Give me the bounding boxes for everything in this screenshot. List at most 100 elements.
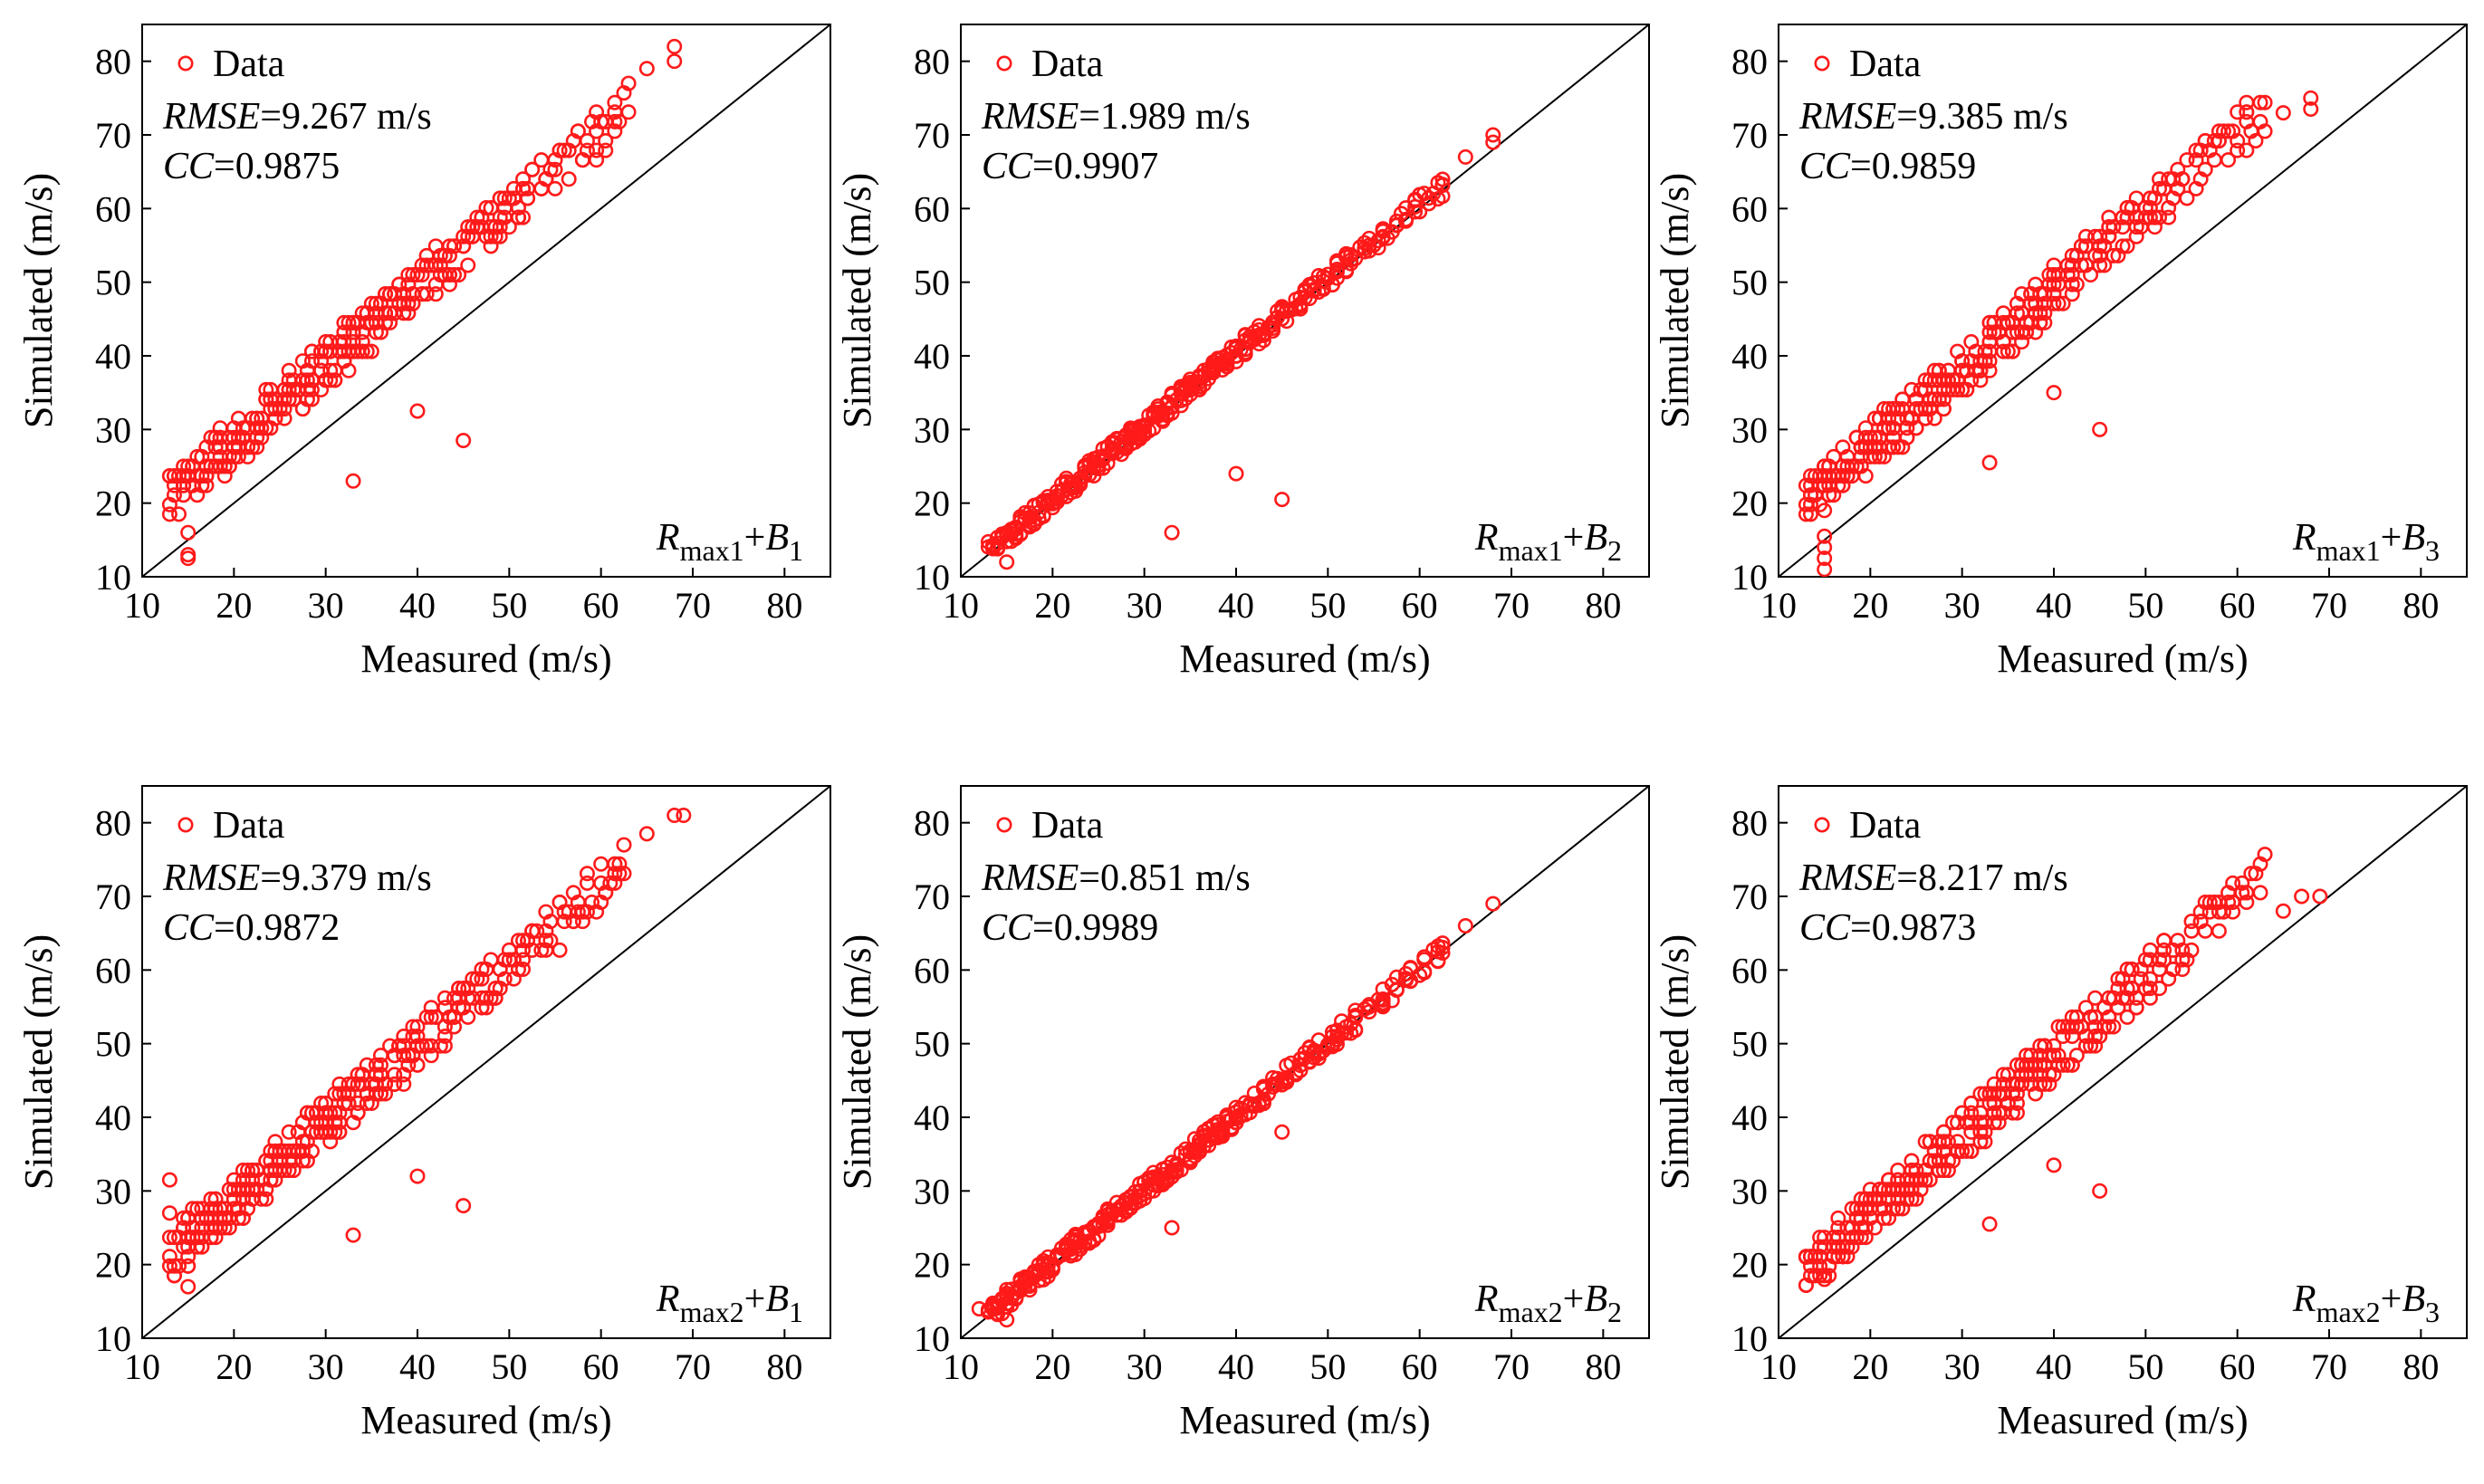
x-tick-label: 70 (675, 585, 711, 626)
x-tick-label: 80 (1585, 585, 1621, 626)
x-tick-label: 20 (1852, 585, 1888, 626)
x-tick-label: 20 (216, 585, 252, 626)
data-point (589, 904, 605, 920)
data-point (2188, 152, 2204, 168)
data-point (2092, 257, 2108, 273)
data-point (1137, 1191, 1153, 1207)
y-tick-label: 50 (95, 263, 131, 303)
data-point (1844, 1239, 1860, 1255)
data-point (598, 142, 614, 158)
data-point (1981, 1216, 1998, 1232)
data-point (2252, 94, 2268, 110)
x-axis-label: Measured (m/s) (1179, 1398, 1430, 1442)
plot-frame (1778, 785, 2468, 1339)
data-point (230, 448, 246, 464)
y-tick-label: 60 (914, 950, 950, 991)
legend-label: Data (213, 43, 285, 85)
data-point (212, 1220, 228, 1236)
data-point (378, 286, 394, 302)
data-point (1164, 405, 1180, 421)
data-point (2275, 903, 2291, 919)
data-point (1357, 1001, 1373, 1018)
data-point (2257, 847, 2273, 863)
data-point (2152, 981, 2168, 997)
data-point (2179, 152, 2195, 168)
data-point (2165, 962, 2182, 978)
data-point (1246, 1096, 1262, 1113)
data-point (2110, 1000, 2126, 1016)
data-point (538, 923, 554, 939)
stat-cc: CC=0.9872 (163, 907, 340, 949)
data-point (2068, 276, 2085, 292)
data-point (579, 866, 595, 882)
data-point (510, 209, 526, 225)
data-point (1274, 311, 1290, 327)
data-point (1117, 438, 1134, 455)
data-point (638, 826, 655, 842)
data-point (2201, 895, 2218, 911)
reference-line-1to1 (1779, 24, 2467, 577)
x-tick-label: 80 (766, 1346, 802, 1387)
data-point (2009, 1105, 2025, 1121)
data-point (2101, 1009, 2117, 1025)
reference-line-1to1 (142, 24, 830, 577)
data-point (2230, 142, 2246, 158)
data-point (414, 1038, 430, 1054)
stat-value: =9.385 m/s (1896, 96, 2067, 138)
stat-value: =9.267 m/s (260, 96, 431, 138)
legend-label: Data (1031, 43, 1104, 85)
data-point (2133, 971, 2149, 987)
data-point (2092, 421, 2108, 437)
data-point (2046, 385, 2062, 401)
data-point (1434, 935, 1451, 952)
data-point (254, 1191, 270, 1207)
data-point (2000, 343, 2016, 359)
data-point (1954, 381, 1971, 397)
x-tick-label: 50 (1309, 1346, 1346, 1387)
data-point (2046, 1157, 2062, 1173)
data-point (1210, 1127, 1226, 1144)
data-point (589, 152, 605, 168)
x-axis-label: Measured (m/s) (360, 637, 611, 681)
y-tick-label: 50 (914, 263, 950, 303)
data-point (474, 1000, 490, 1016)
data-point (180, 458, 197, 474)
data-point (2119, 238, 2135, 254)
data-point (2009, 305, 2025, 321)
data-point (171, 506, 187, 522)
x-tick-label: 70 (1493, 585, 1530, 626)
stat-name: RMSE (1798, 96, 1896, 138)
data-point (515, 209, 532, 225)
data-point (579, 133, 595, 149)
x-tick-label: 30 (1944, 1346, 1980, 1387)
data-point (515, 962, 532, 978)
data-point (281, 1163, 297, 1179)
data-point (1219, 1114, 1235, 1130)
data-point (638, 61, 655, 77)
y-tick-label: 30 (914, 409, 950, 450)
data-point (254, 420, 270, 436)
data-point (2303, 90, 2319, 106)
data-point (547, 180, 563, 196)
scatter-panel-top-middle: 10 20 30 40 50 60 70 80 10 20 30 40 50 60 70 80 Measured… (835, 24, 1650, 681)
data-point (405, 295, 421, 311)
data-point (2294, 888, 2310, 905)
y-tick-label: 70 (914, 115, 950, 156)
stat-name: CC (1799, 907, 1851, 949)
data-point (166, 1268, 182, 1284)
data-point (418, 286, 435, 302)
data-point (299, 1153, 315, 1169)
data-point (1890, 1201, 1906, 1217)
data-point (1063, 476, 1079, 493)
stat-rmse: RMSE=9.385 m/s (1798, 96, 2068, 138)
data-point (436, 1038, 453, 1054)
data-point (2077, 1038, 2094, 1054)
data-point (1090, 1228, 1107, 1244)
stat-name: RMSE (981, 96, 1079, 138)
data-point (529, 923, 545, 939)
data-point (396, 295, 412, 311)
x-tick-label: 30 (308, 585, 344, 626)
data-point (616, 837, 632, 853)
x-tick-label: 40 (2036, 1346, 2072, 1387)
